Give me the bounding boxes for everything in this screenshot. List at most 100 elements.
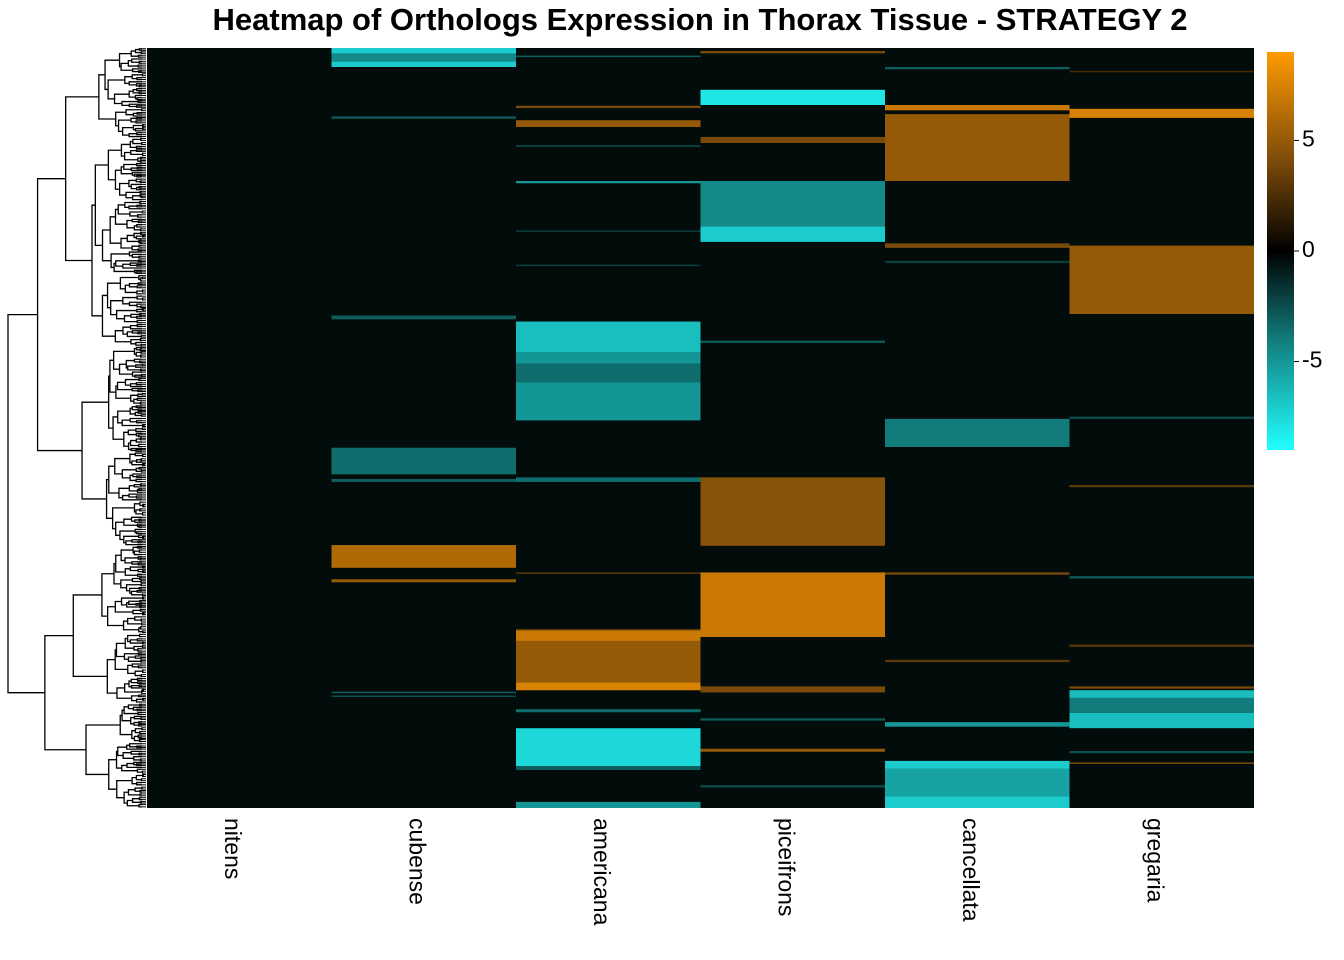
dendrogram-branch (138, 518, 142, 522)
dendrogram-branch (131, 406, 139, 411)
dendrogram-branch (139, 401, 142, 405)
heatmap-cell (516, 105, 701, 109)
dendrogram-branch (137, 157, 141, 162)
dendrogram-branch (134, 655, 142, 659)
dendrogram-branch (122, 263, 142, 269)
dendrogram-branch (136, 319, 142, 324)
dendrogram-branch (138, 434, 142, 438)
dendrogram-branch (138, 84, 142, 88)
heatmap-cell (700, 785, 885, 788)
dendrogram-branch (120, 597, 144, 606)
dendrogram-branch (139, 312, 142, 316)
dendrogram-branch (107, 79, 125, 100)
dendrogram-branch (129, 566, 144, 572)
dendrogram-branch (139, 793, 142, 797)
heatmap-cell (1069, 751, 1254, 754)
heatmap-cell (700, 340, 885, 343)
dendrogram-branch (139, 508, 142, 512)
dendrogram-branch (123, 791, 129, 804)
dendrogram-branch (85, 724, 121, 776)
dendrogram-branch (129, 140, 137, 149)
dendrogram-branch (135, 382, 142, 386)
dendrogram-branch (138, 488, 142, 491)
dendrogram-branch (116, 779, 133, 799)
heatmap-cell (885, 260, 1070, 264)
dendrogram-branch (126, 744, 142, 750)
dendrogram-branch (136, 677, 142, 681)
dendrogram-branch (138, 186, 142, 189)
dendrogram-branch (135, 162, 142, 167)
dendrogram-branch (127, 59, 139, 67)
dendrogram-branch (116, 381, 133, 391)
column-label: cancellata (958, 818, 984, 922)
dendrogram-branch (135, 698, 144, 703)
dendrogram-branch (138, 70, 142, 73)
dendrogram-branch (126, 799, 140, 807)
heatmap-cell (516, 321, 701, 352)
heatmap-cell (700, 748, 885, 752)
dendrogram-branch (140, 335, 143, 338)
dendrogram-branch (125, 359, 135, 369)
dendrogram-branch (137, 214, 142, 218)
dendrogram-branch (105, 478, 113, 519)
dendrogram-branch (137, 540, 142, 544)
dendrogram-branch (134, 411, 142, 417)
dendrogram-branch (139, 557, 142, 561)
dendrogram-branch (133, 225, 141, 231)
dendrogram-branch (135, 145, 142, 149)
dendrogram-branch (123, 315, 138, 323)
dendrogram-branch (136, 174, 142, 178)
column-label: nitens (220, 818, 246, 879)
dendrogram-branch (121, 469, 137, 479)
heatmap-cell (516, 728, 701, 767)
dendrogram-branch (135, 149, 142, 153)
dendrogram-branch (136, 263, 142, 267)
dendrogram-branch (139, 501, 144, 507)
dendrogram-branch (110, 253, 130, 269)
dendrogram-branch (136, 290, 143, 295)
dendrogram-branch (137, 562, 142, 566)
heatmap-cells (147, 48, 1254, 808)
dendrogram-branch (131, 253, 142, 258)
dendrogram-branch (134, 787, 142, 792)
dendrogram-branch (133, 232, 141, 239)
dendrogram-branch (128, 485, 138, 492)
dendrogram-branch (140, 673, 142, 678)
dendrogram-branch (136, 745, 142, 749)
dendrogram-branch (131, 577, 141, 583)
dendrogram-branch (132, 88, 140, 94)
dendrogram-branch (107, 606, 124, 627)
dendrogram-branch (65, 96, 99, 262)
dendrogram-branch (139, 758, 142, 762)
dendrogram-branch (123, 706, 138, 715)
dendrogram-branch (126, 234, 139, 243)
dendrogram-branch (124, 557, 139, 564)
dendrogram-branch (137, 681, 142, 685)
dendrogram-branch (137, 100, 142, 103)
dendrogram-branch (137, 711, 142, 716)
heatmap-cell (331, 53, 516, 62)
dendrogram-branch (136, 523, 142, 528)
heatmap-cell (700, 51, 885, 54)
dendrogram-branch (124, 76, 133, 84)
dendrogram-branch (138, 360, 142, 364)
dendrogram-branch (130, 516, 142, 522)
dendrogram-branch (115, 521, 124, 536)
dendrogram-branch (139, 241, 142, 244)
dendrogram-branch (126, 602, 140, 608)
dendrogram-branch (139, 736, 142, 740)
dendrogram-branch (137, 64, 142, 68)
dendrogram-branch (122, 752, 134, 759)
heatmap-cell (1069, 686, 1254, 689)
dendrogram-branch (128, 680, 132, 688)
dendrogram-branch (129, 211, 143, 217)
dendrogram-branch (140, 583, 142, 587)
dendrogram-branch (137, 220, 142, 224)
dendrogram-branch (121, 126, 134, 136)
dendrogram-branch (129, 383, 142, 388)
heatmap-cell (700, 89, 885, 105)
dendrogram-branch (137, 331, 142, 335)
heatmap-cell (700, 477, 885, 546)
dendrogram-branch (110, 300, 123, 316)
dendrogram-branch (137, 411, 142, 414)
